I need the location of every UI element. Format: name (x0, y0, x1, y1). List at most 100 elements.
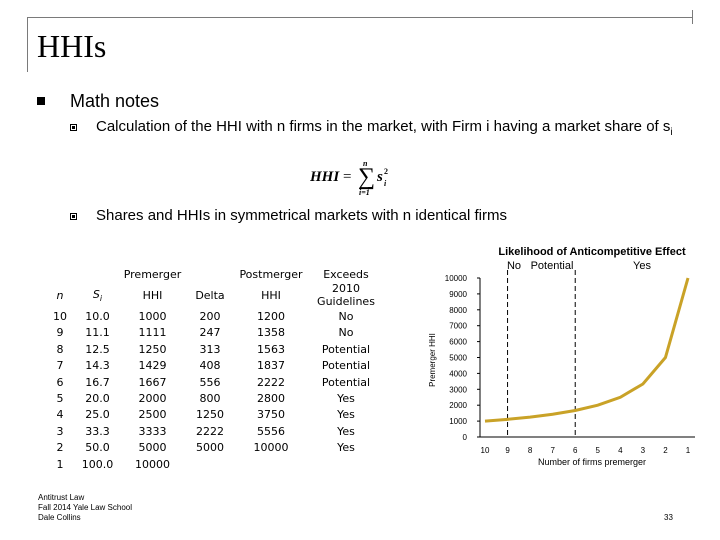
header-postmerger: Postmerger (239, 267, 303, 281)
table-cell (235, 456, 307, 472)
table-cell: 11.1 (85, 326, 110, 340)
table-cell: Potential (321, 342, 371, 356)
table-cell (185, 456, 235, 472)
table-cell: 247 (199, 326, 221, 340)
table-row: 7 14.3 1429 408 1837 Potential (45, 358, 385, 374)
chart-xlabel: Number of firms premerger (538, 457, 646, 467)
table-cell: 7 (56, 359, 64, 373)
header-guidelines: 2010 Guidelines (317, 282, 375, 309)
header-share: Si (75, 282, 120, 308)
slide-title: HHIs (37, 28, 107, 64)
table-cell: 2800 (257, 392, 285, 406)
title-frame-vertical (27, 17, 28, 72)
chart-y-tick-label: 5000 (449, 354, 467, 363)
formula-lhs: HHI (310, 169, 340, 185)
table-cell: 10 (53, 310, 67, 324)
table-cell: 5000 (196, 441, 224, 455)
table-cell: 1250 (138, 342, 167, 356)
chart-x-tick-label: 6 (573, 446, 578, 455)
formula-lower: i=1 (359, 188, 370, 197)
table-header-row-1: Premerger Postmerger Exceeds (45, 266, 385, 282)
title-frame-tick (692, 10, 693, 24)
table-cell: Potential (321, 359, 371, 373)
header-delta: Delta (195, 288, 225, 302)
chart-y-tick-label: 7000 (449, 322, 467, 331)
table-cell: No (338, 326, 354, 340)
table-cell: 25.0 (85, 408, 110, 422)
table-cell: 20.0 (85, 392, 110, 406)
table-cell: 9 (56, 326, 64, 340)
sub-bullet-shares: Shares and HHIs in symmetrical markets w… (96, 207, 507, 224)
table-cell: 1837 (257, 359, 285, 373)
square-bullet-icon (37, 97, 45, 105)
table-cell: 4 (56, 408, 64, 422)
table-cell: 8 (56, 342, 64, 356)
table-cell: 1429 (138, 359, 167, 373)
table-cell: 2000 (138, 392, 167, 406)
table-cell: 1111 (138, 326, 167, 340)
table-cell: 10000 (253, 441, 289, 455)
table-cell: 5000 (138, 441, 167, 455)
table-row: 10 10.0 1000 200 1200 No (45, 308, 385, 324)
header-premerger-hhi: HHI (142, 288, 163, 302)
table-cell: 2222 (257, 375, 285, 389)
footer-line-2: Fall 2014 Yale Law School (38, 503, 132, 512)
chart-title: Likelihood of Anticompetitive Effect (498, 246, 686, 258)
table-cell: Yes (337, 392, 355, 406)
table-header-row-2: n Si HHI Delta HHI 2010 Guidelines (45, 282, 385, 308)
table-cell: Yes (337, 424, 355, 438)
header-n: n (56, 288, 64, 302)
chart-zone-labels: No Potential Yes (507, 260, 651, 272)
table-row: 6 16.7 1667 556 2222 Potential (45, 374, 385, 390)
table-cell: Yes (337, 408, 355, 422)
checkbox-bullet-icon (70, 124, 77, 131)
table-cell: 1667 (138, 375, 167, 389)
table-cell: 33.3 (85, 424, 110, 438)
footer-line-3: Dale Collins (38, 513, 81, 522)
chart-x-tick-label: 1 (686, 446, 691, 455)
footer: Antitrust Law Fall 2014 Yale Law School … (38, 493, 132, 523)
table-cell: 1000 (138, 310, 167, 324)
chart-zone-label: Yes (633, 260, 651, 272)
table-cell: Potential (321, 375, 371, 389)
sub-bullet-calculation-text: Calculation of the HHI with n firms in t… (96, 118, 671, 135)
table-cell: 16.7 (85, 375, 110, 389)
table-row: 5 20.0 2000 800 2800 Yes (45, 390, 385, 406)
chart-x-tick-label: 5 (596, 446, 601, 455)
header-exceeds: Exceeds (323, 267, 369, 281)
table-cell: 1 (56, 457, 64, 471)
table-cell: 3 (56, 424, 64, 438)
chart-y-tick-label: 3000 (449, 385, 467, 394)
chart-x-tick-label: 10 (481, 446, 490, 455)
formula-equals: = (343, 169, 351, 185)
table-row: 8 12.5 1250 313 1563 Potential (45, 341, 385, 357)
chart-y-tick-label: 0 (463, 433, 468, 442)
table-cell: 408 (199, 359, 221, 373)
chart-y-tick-label: 8000 (449, 306, 467, 315)
table-cell: 1200 (257, 310, 285, 324)
table-row: 4 25.0 2500 1250 3750 Yes (45, 407, 385, 423)
chart-x-tick-label: 2 (663, 446, 668, 455)
table-body: 10 10.0 1000 200 1200 No 9 11.1 1111 247 1358 No 8 12… (45, 308, 385, 472)
chart-y-ticks: 0 1000 2000 3000 4000 5000 6000 7000 8000 9000 100… (445, 274, 480, 442)
table-cell: No (338, 310, 354, 324)
chart-zone-label: No (507, 260, 521, 272)
hhi-formula: HHI = ∑ n i=1 s 2 i (310, 159, 388, 197)
header-share-s: S (92, 287, 100, 301)
table-row: 2 50.0 5000 5000 10000 Yes (45, 440, 385, 456)
header-postmerger-hhi: HHI (261, 288, 281, 302)
table-cell: 10000 (135, 457, 170, 471)
header-premerger: Premerger (123, 267, 182, 281)
table-cell: 3750 (257, 408, 285, 422)
table-cell: 6 (56, 375, 64, 389)
formula-var: s (376, 169, 383, 185)
chart-x-tick-label: 9 (505, 446, 510, 455)
table-cell (307, 456, 385, 472)
chart-y-tick-label: 10000 (445, 274, 468, 283)
header-share-sub: i (99, 293, 103, 303)
page-number: 33 (664, 513, 673, 522)
table-cell: 2500 (138, 408, 167, 422)
formula-sub: i (384, 179, 387, 188)
bullet-math-notes: Math notes (70, 91, 160, 111)
table-cell: 1250 (196, 408, 224, 422)
